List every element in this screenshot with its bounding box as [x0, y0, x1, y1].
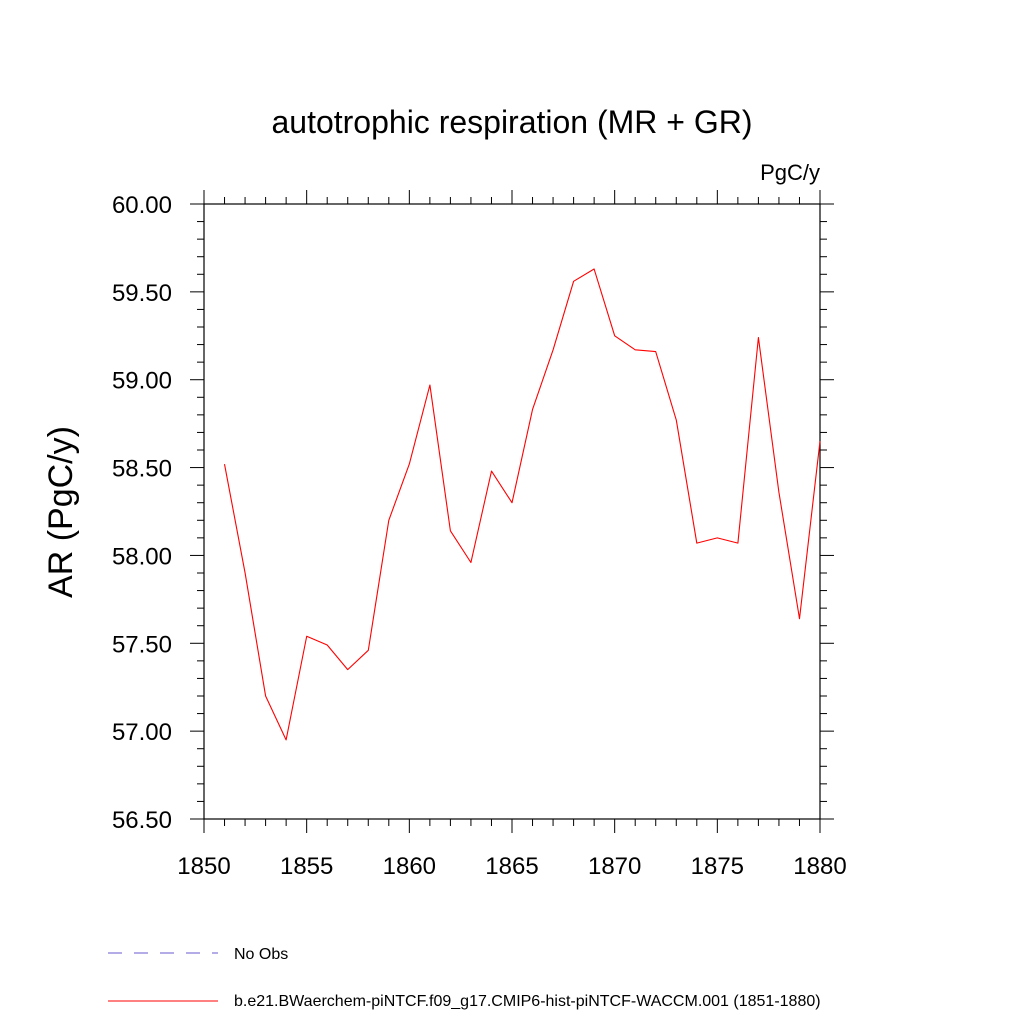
y-tick-label: 56.50 — [112, 807, 172, 834]
chart-title: autotrophic respiration (MR + GR) — [271, 104, 752, 140]
y-tick-label: 60.00 — [112, 192, 172, 219]
plot-frame — [203, 203, 821, 820]
legend-label-model: b.e21.BWaerchem-piNTCF.f09_g17.CMIP6-his… — [234, 993, 821, 1010]
y-tick-label: 58.00 — [112, 543, 172, 570]
units-label: PgC/y — [760, 160, 820, 185]
y-axis-label: AR (PgC/y) — [42, 426, 80, 598]
legend: No Obs b.e21.BWaerchem-piNTCF.f09_g17.CM… — [108, 946, 821, 1010]
x-tick-label: 1870 — [588, 853, 641, 880]
x-tick-labels: 1850 1855 1860 1865 1870 1875 1880 — [177, 853, 846, 880]
x-tick-label: 1850 — [177, 853, 230, 880]
y-tick-label: 58.50 — [112, 456, 172, 483]
y-tick-labels: 56.50 57.00 57.50 58.00 58.50 59.00 59.50 60.00 — [112, 192, 172, 834]
x-tick-label: 1880 — [793, 853, 846, 880]
series-line — [223, 268, 821, 741]
y-tick-label: 57.50 — [112, 631, 172, 658]
x-tick-label: 1860 — [383, 853, 436, 880]
x-tick-label: 1875 — [691, 853, 744, 880]
y-tick-label: 57.00 — [112, 719, 172, 746]
y-tick-label: 59.00 — [112, 368, 172, 395]
x-tick-label: 1865 — [485, 853, 538, 880]
legend-label-no-obs: No Obs — [234, 946, 288, 963]
y-tick-label: 59.50 — [112, 280, 172, 307]
x-tick-label: 1855 — [280, 853, 333, 880]
series-layer — [223, 268, 821, 741]
axis-ticks — [190, 190, 834, 833]
